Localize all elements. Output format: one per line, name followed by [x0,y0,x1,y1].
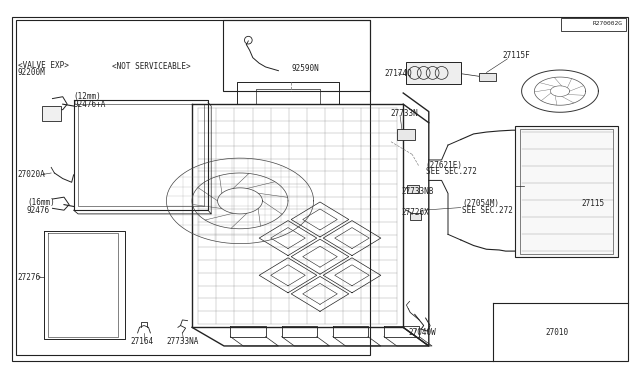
Text: 27726X: 27726X [402,208,429,217]
Text: 27276: 27276 [17,273,40,282]
Bar [406,62,461,84]
Text: (12mm): (12mm) [74,92,101,101]
Text: 27040W: 27040W [408,328,436,337]
Text: 27733N: 27733N [390,109,418,118]
Text: (27621E): (27621E) [426,161,463,170]
Text: 27115F: 27115F [502,51,530,60]
Text: 92476: 92476 [27,206,50,215]
Text: 27733NB: 27733NB [402,187,435,196]
Text: 27174Q: 27174Q [384,69,412,78]
Text: 27115: 27115 [581,199,604,208]
Bar [397,129,415,140]
Bar [42,106,61,121]
Text: 27164: 27164 [131,337,154,346]
Bar [407,185,419,193]
Bar [561,18,626,31]
Bar [410,213,421,220]
Bar [520,129,613,254]
Text: R270002G: R270002G [593,20,623,26]
Text: SEE SEC.272: SEE SEC.272 [462,206,513,215]
Bar [515,126,618,257]
Bar [223,20,370,91]
Text: 27733NA: 27733NA [166,337,198,346]
Bar [16,20,370,355]
Text: <NOT SERVICEABLE>: <NOT SERVICEABLE> [112,62,191,71]
Text: 27010: 27010 [545,328,568,337]
Text: 92590N: 92590N [291,64,319,73]
Text: (27054M): (27054M) [462,199,499,208]
Text: (16mm): (16mm) [27,198,54,207]
Text: 27020A: 27020A [18,170,45,179]
Text: 92200M: 92200M [18,68,45,77]
Text: 92476+A: 92476+A [74,100,106,109]
Bar [479,73,496,81]
Text: SEE SEC.272: SEE SEC.272 [426,167,476,176]
Text: <VALVE EXP>: <VALVE EXP> [18,61,68,70]
